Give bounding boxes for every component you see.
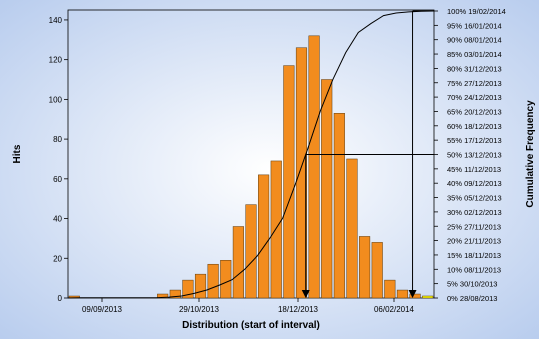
y2-tick-label: 75% 27/12/2013 bbox=[447, 79, 502, 88]
histogram-bar bbox=[157, 293, 169, 299]
y2-tick-label: 80% 31/12/2013 bbox=[447, 64, 502, 73]
histogram-bar bbox=[295, 47, 308, 299]
y2-tick-label: 55% 17/12/2013 bbox=[447, 136, 502, 145]
histogram-bar bbox=[346, 158, 358, 299]
max-arrow-head bbox=[408, 290, 417, 298]
y-tick-label: 40 bbox=[53, 215, 62, 224]
x-axis-title: Distribution (start of interval) bbox=[182, 320, 320, 331]
histogram-bar bbox=[333, 113, 345, 299]
histogram-bar bbox=[270, 160, 282, 299]
histogram-bar bbox=[258, 174, 270, 299]
x-tick-label: 18/12/2013 bbox=[278, 305, 319, 314]
histogram-bar bbox=[396, 289, 409, 299]
histogram-bar bbox=[371, 242, 383, 299]
histogram-bar bbox=[321, 79, 333, 299]
histogram-bar bbox=[207, 263, 219, 299]
y2-tick-label: 30% 02/12/2013 bbox=[447, 208, 502, 217]
cumulative-line-layer bbox=[67, 10, 435, 299]
y2-tick-label: 50% 13/12/2013 bbox=[447, 151, 502, 160]
y2-axis-title: Cumulative Frequency bbox=[525, 100, 536, 208]
y2-tick-label: 95% 16/01/2014 bbox=[447, 21, 502, 30]
y2-tick-label: 85% 03/01/2014 bbox=[447, 50, 502, 59]
median-arrow-head bbox=[301, 290, 310, 298]
histogram-bar bbox=[220, 260, 232, 299]
x-tick-label: 29/10/2013 bbox=[179, 305, 220, 314]
histogram-bar bbox=[422, 295, 434, 299]
histogram-bar bbox=[359, 236, 371, 299]
histogram-bar bbox=[245, 204, 257, 299]
cumulative-frequency-line bbox=[67, 10, 435, 299]
x-tick-label: 06/02/2014 bbox=[374, 305, 415, 314]
y-tick-label: 140 bbox=[49, 16, 63, 25]
y-tick-label: 80 bbox=[53, 135, 62, 144]
left-axis: 0 20 40 60 80 100 120 140 bbox=[49, 16, 68, 303]
histogram-bar bbox=[182, 279, 194, 299]
histogram-bar bbox=[409, 293, 421, 299]
histogram-bar bbox=[384, 279, 396, 299]
y2-tick-label: 90% 08/01/2014 bbox=[447, 36, 502, 45]
y2-tick-label: 10% 08/11/2013 bbox=[447, 265, 501, 274]
y2-tick-label: 40% 09/12/2013 bbox=[447, 179, 502, 188]
y2-tick-label: 70% 24/12/2013 bbox=[447, 93, 502, 102]
y2-tick-label: 15% 18/11/2013 bbox=[447, 251, 501, 260]
x-axis: 09/09/2013 29/10/2013 18/12/2013 06/02/2014 bbox=[82, 298, 415, 314]
x-tick-label: 09/09/2013 bbox=[82, 305, 123, 314]
y2-tick-label: 60% 18/12/2013 bbox=[447, 122, 502, 131]
y-tick-label: 0 bbox=[58, 294, 63, 303]
bars-layer bbox=[68, 35, 434, 299]
histogram-bar bbox=[169, 289, 181, 299]
y-tick-label: 100 bbox=[49, 95, 63, 104]
y2-tick-label: 20% 21/11/2013 bbox=[447, 237, 501, 246]
y2-tick-label: 65% 20/12/2013 bbox=[447, 107, 502, 116]
histogram-bar bbox=[308, 35, 320, 299]
y-axis-title: Hits bbox=[12, 144, 23, 163]
y-tick-label: 60 bbox=[53, 175, 62, 184]
y-tick-label: 20 bbox=[53, 254, 62, 263]
y2-tick-label: 35% 05/12/2013 bbox=[447, 194, 502, 203]
y2-tick-label: 45% 11/12/2013 bbox=[447, 165, 501, 174]
y2-tick-label: 25% 27/11/2013 bbox=[447, 222, 501, 231]
y-tick-label: 120 bbox=[49, 56, 63, 65]
y2-tick-label: 5% 30/10/2013 bbox=[447, 280, 497, 289]
y2-tick-label: 0% 28/08/2013 bbox=[447, 294, 497, 303]
histogram-bar bbox=[283, 65, 295, 299]
right-axis: 0% 28/08/2013 5% 30/10/2013 10% 08/11/2013… bbox=[434, 7, 506, 303]
y2-tick-label: 100% 19/02/2014 bbox=[447, 7, 506, 16]
histogram-bar bbox=[194, 273, 207, 299]
histogram-bar bbox=[232, 226, 244, 299]
